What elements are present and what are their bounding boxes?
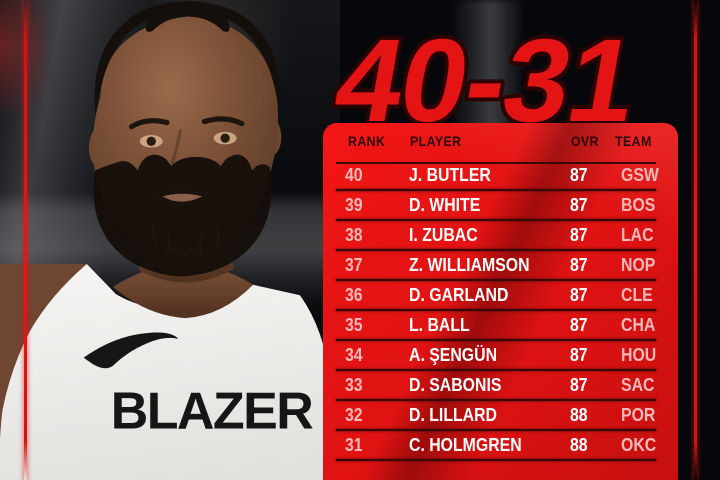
svg-text:BLAZER: BLAZER	[111, 382, 314, 440]
